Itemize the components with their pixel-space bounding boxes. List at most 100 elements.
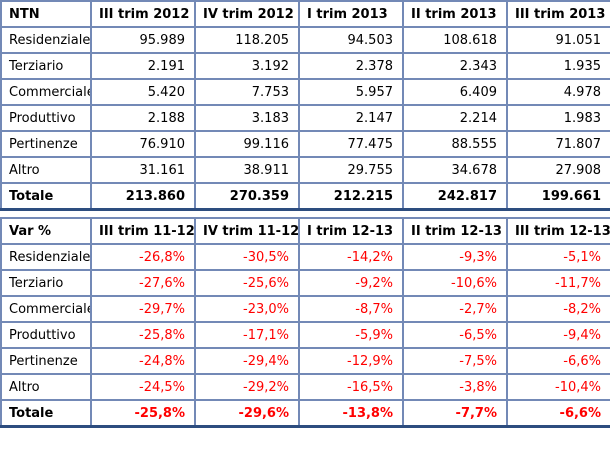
- ntn-row-label: Residenziale: [0, 26, 92, 54]
- ntn-value-cell: 34.678: [402, 156, 508, 184]
- var-data-row: Residenziale -26,8% -30,5% -14,2% -9,3% -5,1%: [0, 243, 610, 271]
- var-data-row: Altro -24,5% -29,2% -16,5% -3,8% -10,4%: [0, 373, 610, 401]
- var-column-header: II trim 12-13: [402, 217, 508, 245]
- var-value-cell: -12,9%: [298, 347, 404, 375]
- var-header-row: Var % III trim 11-12 IV trim 11-12 I trim 1…: [0, 217, 610, 245]
- ntn-value-cell: 213.860: [90, 182, 196, 211]
- var-value-cell: -5,9%: [298, 321, 404, 349]
- var-value-cell: -17,1%: [194, 321, 300, 349]
- var-title-cell: Var %: [0, 217, 92, 245]
- var-total-row: Totale -25,8% -29,6% -13,8% -7,7% -6,6%: [0, 399, 610, 428]
- var-row-label: Altro: [0, 373, 92, 401]
- var-value-cell: -6,5%: [402, 321, 508, 349]
- ntn-value-cell: 3.192: [194, 52, 300, 80]
- ntn-value-cell: 99.116: [194, 130, 300, 158]
- var-row-label: Commerciale: [0, 295, 92, 323]
- ntn-column-header: IV trim 2012: [194, 0, 300, 28]
- ntn-data-row: Produttivo 2.188 3.183 2.147 2.214 1.983: [0, 104, 610, 132]
- var-value-cell: -8,2%: [506, 295, 610, 323]
- ntn-value-cell: 29.755: [298, 156, 404, 184]
- ntn-value-cell: 91.051: [506, 26, 610, 54]
- var-data-row: Produttivo -25,8% -17,1% -5,9% -6,5% -9,4%: [0, 321, 610, 349]
- ntn-row-label: Pertinenze: [0, 130, 92, 158]
- ntn-value-cell: 76.910: [90, 130, 196, 158]
- ntn-column-header: I trim 2013: [298, 0, 404, 28]
- ntn-value-cell: 7.753: [194, 78, 300, 106]
- var-value-cell: -2,7%: [402, 295, 508, 323]
- ntn-value-cell: 3.183: [194, 104, 300, 132]
- var-value-cell: -6,6%: [506, 399, 610, 428]
- var-value-cell: -7,7%: [402, 399, 508, 428]
- ntn-value-cell: 118.205: [194, 26, 300, 54]
- ntn-data-row: Terziario 2.191 3.192 2.378 2.343 1.935: [0, 52, 610, 80]
- var-value-cell: -6,6%: [506, 347, 610, 375]
- var-value-cell: -25,8%: [90, 321, 196, 349]
- var-value-cell: -3,8%: [402, 373, 508, 401]
- ntn-value-cell: 38.911: [194, 156, 300, 184]
- ntn-total-row: Totale 213.860 270.359 212.215 242.817 199.66…: [0, 182, 610, 211]
- var-value-cell: -25,8%: [90, 399, 196, 428]
- var-value-cell: -24,5%: [90, 373, 196, 401]
- ntn-value-cell: 2.343: [402, 52, 508, 80]
- var-value-cell: -16,5%: [298, 373, 404, 401]
- var-value-cell: -9,3%: [402, 243, 508, 271]
- var-value-cell: -26,8%: [90, 243, 196, 271]
- ntn-data-row: Pertinenze 76.910 99.116 77.475 88.555 71.807: [0, 130, 610, 158]
- ntn-data-row: Commerciale 5.420 7.753 5.957 6.409 4.978: [0, 78, 610, 106]
- ntn-header-row: NTN III trim 2012 IV trim 2012 I trim 2013 I…: [0, 0, 610, 28]
- ntn-table-body: NTN III trim 2012 IV trim 2012 I trim 2013 I…: [0, 0, 610, 211]
- var-value-cell: -9,2%: [298, 269, 404, 297]
- ntn-row-label: Terziario: [0, 52, 92, 80]
- var-value-cell: -13,8%: [298, 399, 404, 428]
- var-row-label: Totale: [0, 399, 92, 428]
- ntn-value-cell: 2.188: [90, 104, 196, 132]
- var-value-cell: -10,4%: [506, 373, 610, 401]
- var-value-cell: -10,6%: [402, 269, 508, 297]
- var-row-label: Residenziale: [0, 243, 92, 271]
- ntn-value-cell: 2.378: [298, 52, 404, 80]
- ntn-value-cell: 27.908: [506, 156, 610, 184]
- ntn-value-cell: 2.147: [298, 104, 404, 132]
- var-column-header: III trim 11-12: [90, 217, 196, 245]
- ntn-value-cell: 94.503: [298, 26, 404, 54]
- ntn-value-cell: 242.817: [402, 182, 508, 211]
- var-column-header: III trim 12-13: [506, 217, 610, 245]
- var-column-header: IV trim 11-12: [194, 217, 300, 245]
- ntn-data-row: Residenziale 95.989 118.205 94.503 108.618 91…: [0, 26, 610, 54]
- var-column-header: I trim 12-13: [298, 217, 404, 245]
- var-value-cell: -11,7%: [506, 269, 610, 297]
- var-data-row: Pertinenze -24,8% -29,4% -12,9% -7,5% -6,6%: [0, 347, 610, 375]
- ntn-row-label: Commerciale: [0, 78, 92, 106]
- ntn-column-header: III trim 2013: [506, 0, 610, 28]
- var-data-row: Terziario -27,6% -25,6% -9,2% -10,6% -11,7%: [0, 269, 610, 297]
- ntn-column-header: III trim 2012: [90, 0, 196, 28]
- ntn-value-cell: 1.935: [506, 52, 610, 80]
- var-data-row: Commerciale -29,7% -23,0% -8,7% -2,7% -8,2%: [0, 295, 610, 323]
- var-value-cell: -25,6%: [194, 269, 300, 297]
- ntn-value-cell: 77.475: [298, 130, 404, 158]
- var-value-cell: -5,1%: [506, 243, 610, 271]
- var-value-cell: -29,6%: [194, 399, 300, 428]
- var-value-cell: -9,4%: [506, 321, 610, 349]
- var-value-cell: -7,5%: [402, 347, 508, 375]
- ntn-column-header: II trim 2013: [402, 0, 508, 28]
- ntn-row-label: Altro: [0, 156, 92, 184]
- ntn-value-cell: 4.978: [506, 78, 610, 106]
- ntn-data-row: Altro 31.161 38.911 29.755 34.678 27.908: [0, 156, 610, 184]
- var-value-cell: -24,8%: [90, 347, 196, 375]
- var-value-cell: -8,7%: [298, 295, 404, 323]
- ntn-table: NTN III trim 2012 IV trim 2012 I trim 2013 I…: [0, 0, 610, 211]
- ntn-value-cell: 1.983: [506, 104, 610, 132]
- ntn-value-cell: 88.555: [402, 130, 508, 158]
- ntn-value-cell: 199.661: [506, 182, 610, 211]
- var-row-label: Terziario: [0, 269, 92, 297]
- var-value-cell: -14,2%: [298, 243, 404, 271]
- ntn-value-cell: 31.161: [90, 156, 196, 184]
- var-value-cell: -29,7%: [90, 295, 196, 323]
- ntn-value-cell: 71.807: [506, 130, 610, 158]
- ntn-row-label: Totale: [0, 182, 92, 211]
- var-value-cell: -27,6%: [90, 269, 196, 297]
- ntn-value-cell: 95.989: [90, 26, 196, 54]
- var-percent-table-body: Var % III trim 11-12 IV trim 11-12 I trim 1…: [0, 217, 610, 428]
- ntn-value-cell: 2.214: [402, 104, 508, 132]
